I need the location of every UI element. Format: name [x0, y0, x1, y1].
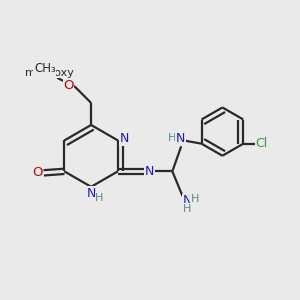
Text: N: N	[86, 187, 96, 200]
Text: N: N	[176, 132, 185, 145]
Text: CH₃: CH₃	[34, 62, 56, 75]
Text: O: O	[32, 166, 43, 179]
Text: H: H	[168, 133, 176, 143]
Text: N: N	[145, 165, 154, 178]
Text: methoxy: methoxy	[25, 68, 74, 78]
Text: N: N	[182, 194, 192, 207]
Text: N: N	[120, 133, 129, 146]
Text: H: H	[191, 194, 199, 204]
Text: methoxy: methoxy	[49, 70, 55, 71]
Text: H: H	[183, 204, 191, 214]
Text: O: O	[63, 79, 74, 92]
Text: Cl: Cl	[256, 136, 268, 150]
Text: H: H	[95, 193, 103, 203]
